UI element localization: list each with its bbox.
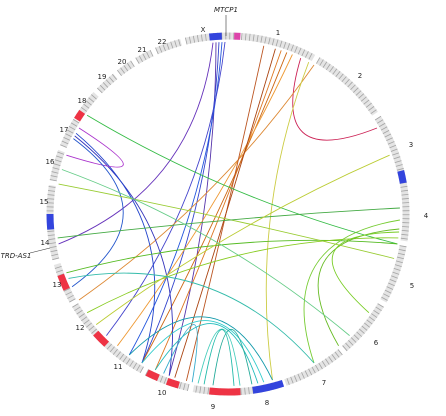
chromosome-label: 1 xyxy=(276,29,280,37)
highlight xyxy=(209,387,241,396)
chromosome xyxy=(241,33,316,61)
highlight xyxy=(46,213,55,230)
link xyxy=(61,169,350,336)
link xyxy=(128,316,273,381)
chromosome xyxy=(284,349,343,386)
link xyxy=(265,61,310,381)
link xyxy=(86,114,398,245)
chromosome-bands xyxy=(116,60,135,76)
link xyxy=(141,320,265,383)
link xyxy=(106,41,226,336)
link xyxy=(66,239,398,274)
chromosome-label: 5 xyxy=(410,282,414,290)
link xyxy=(212,329,253,386)
link xyxy=(58,183,395,259)
labels: 1 2 3 4 5 6 7 8 9 10 11 12 13 14 15 16 1… xyxy=(1,6,429,411)
link xyxy=(86,237,399,314)
link xyxy=(141,52,288,364)
chromosome-label: 8 xyxy=(265,399,269,407)
link xyxy=(66,127,124,168)
link xyxy=(317,228,400,347)
chromosome-label: 17 xyxy=(60,126,69,134)
highlight xyxy=(165,378,180,389)
link xyxy=(71,138,124,288)
highlight xyxy=(209,32,222,41)
chromosome-label: 22 xyxy=(158,38,167,46)
gene-pointer xyxy=(29,247,51,254)
chromosome-bands xyxy=(341,303,384,352)
link xyxy=(168,42,217,376)
highlight xyxy=(93,330,110,347)
gene-label: MTCP1 xyxy=(214,6,238,14)
link xyxy=(331,231,400,314)
link xyxy=(128,42,223,356)
chromosome-bands xyxy=(155,38,182,55)
chromosome xyxy=(380,245,407,303)
chromosome-label: 21 xyxy=(138,46,147,54)
chromosome-label: 7 xyxy=(322,379,326,387)
link xyxy=(74,135,174,376)
chromosome-label: 6 xyxy=(374,339,379,347)
chromosome-label: 9 xyxy=(211,403,215,411)
chromosome xyxy=(316,57,378,116)
chromosome-label: 11 xyxy=(114,363,123,371)
highlight xyxy=(145,369,160,382)
chromosome xyxy=(399,181,410,242)
highlight xyxy=(397,170,407,184)
ideogram-ring xyxy=(46,32,410,396)
link xyxy=(197,328,241,386)
link xyxy=(68,272,315,364)
chromosome-label: 10 xyxy=(158,389,167,397)
chromosome xyxy=(103,341,144,374)
chromosome-label: X xyxy=(201,26,206,34)
link xyxy=(75,132,156,364)
chromosome-bands xyxy=(374,115,406,179)
chromosome-bands xyxy=(46,223,60,261)
link xyxy=(78,64,315,301)
chromosome-bands xyxy=(96,73,118,94)
link xyxy=(163,324,198,383)
highlight xyxy=(57,273,70,291)
chromosome-bands xyxy=(53,262,76,303)
gene-label: TRD-AS1 xyxy=(1,252,32,260)
chromosome-label: 14 xyxy=(41,239,50,247)
chromosome-label: 19 xyxy=(98,73,107,81)
link xyxy=(174,48,276,378)
chromosome-label: 20 xyxy=(118,58,127,66)
chromosome-label: 4 xyxy=(424,212,429,220)
link xyxy=(57,207,400,239)
links xyxy=(57,41,400,386)
link xyxy=(303,219,400,364)
chromosome-label: 15 xyxy=(40,198,49,206)
chromosome-label: 12 xyxy=(76,324,85,332)
link xyxy=(117,54,293,347)
chromosome-label: 13 xyxy=(53,281,62,289)
chromosome-bands xyxy=(60,118,80,148)
link xyxy=(203,329,235,386)
highlight xyxy=(74,109,86,122)
chromosome-label: 3 xyxy=(409,141,413,149)
highlight xyxy=(252,379,285,394)
link xyxy=(95,154,390,325)
chromosome-bands xyxy=(316,57,378,116)
link xyxy=(141,42,220,364)
link xyxy=(154,50,282,371)
link xyxy=(292,57,378,141)
chromosome-bands xyxy=(135,49,154,64)
link xyxy=(154,323,259,384)
chromosome-bands xyxy=(49,149,65,182)
chromosome-label: 16 xyxy=(46,158,55,166)
chromosome-label: 2 xyxy=(358,72,362,80)
chromosome-label: 18 xyxy=(78,97,87,105)
link xyxy=(58,42,214,245)
